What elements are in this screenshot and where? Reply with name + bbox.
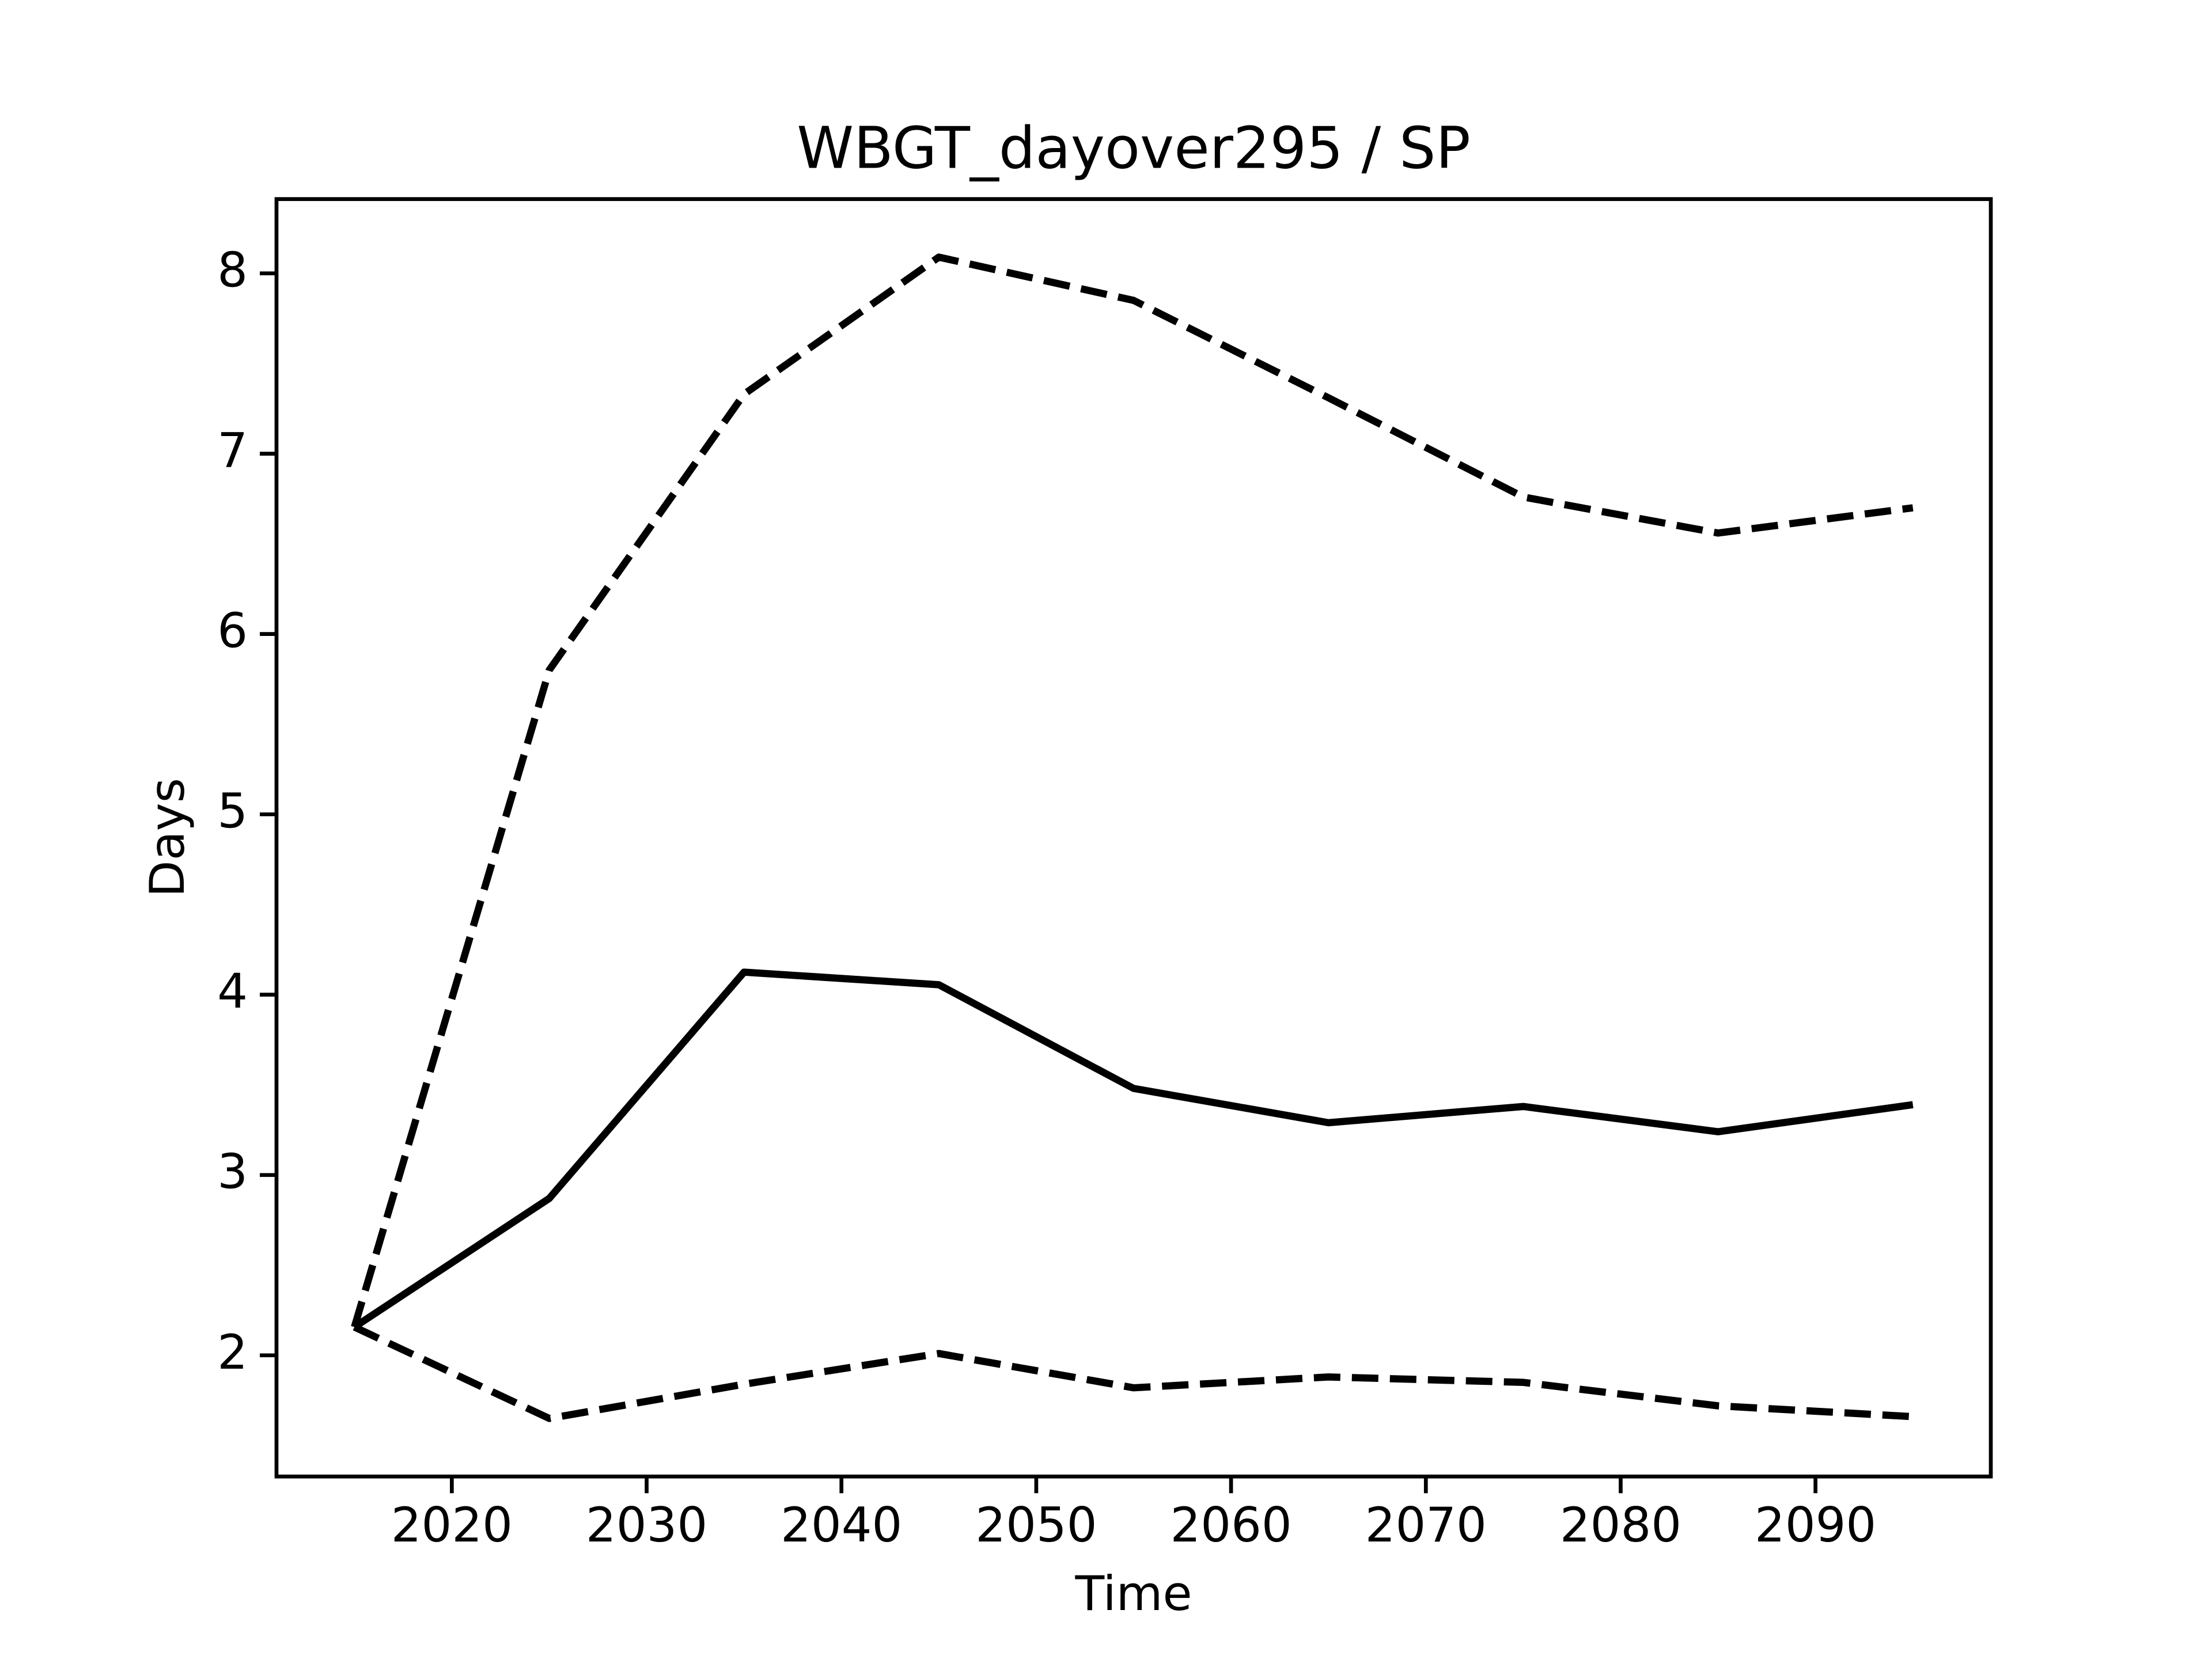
- y-tick-label: 3: [217, 1144, 248, 1200]
- x-tick-label: 2030: [586, 1497, 707, 1553]
- y-tick-label: 8: [217, 243, 248, 298]
- plot-frame: [274, 197, 1993, 1479]
- line-series: [353, 1324, 1914, 1422]
- x-tick-label: 2090: [1755, 1497, 1876, 1553]
- y-tick-label: 2: [217, 1324, 248, 1380]
- y-tick-label: 6: [217, 603, 248, 659]
- y-tick-label: 4: [217, 964, 248, 1020]
- y-axis-label: Days: [139, 778, 195, 897]
- x-tick-label: 2080: [1560, 1497, 1681, 1553]
- x-axis-label: Time: [1074, 1566, 1192, 1622]
- x-tick-label: 2040: [781, 1497, 902, 1553]
- line-series: [352, 968, 1914, 1330]
- x-tick-label: 2050: [975, 1497, 1097, 1553]
- y-tick-label: 5: [217, 783, 248, 839]
- x-tick-label: 2070: [1365, 1497, 1487, 1553]
- x-tick-label: 2020: [391, 1497, 513, 1553]
- x-tick-label: 2060: [1170, 1497, 1291, 1553]
- chart-title: WBGT_dayover295 / SP: [797, 114, 1471, 181]
- y-tick-label: 7: [217, 423, 248, 479]
- line-series: [351, 253, 1914, 1328]
